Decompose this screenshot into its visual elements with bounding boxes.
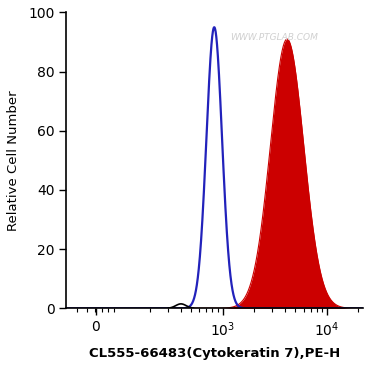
Text: WWW.PTGLAB.COM: WWW.PTGLAB.COM — [230, 33, 318, 42]
X-axis label: CL555-66483(Cytokeratin 7),PE-H: CL555-66483(Cytokeratin 7),PE-H — [89, 347, 340, 360]
Y-axis label: Relative Cell Number: Relative Cell Number — [7, 90, 20, 231]
